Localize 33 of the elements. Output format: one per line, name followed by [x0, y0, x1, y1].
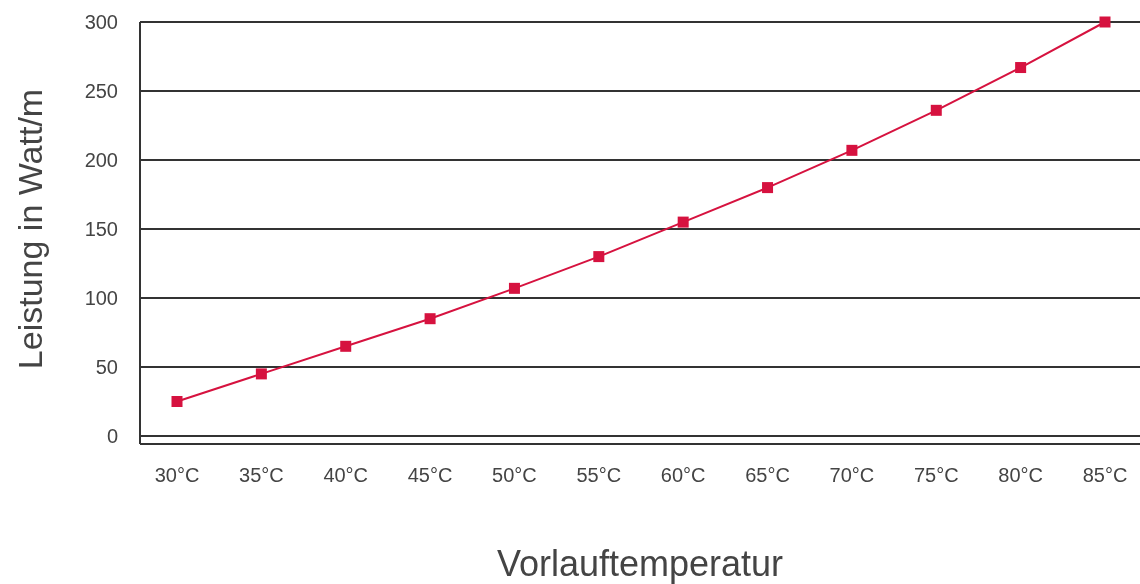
x-tick-label: 85°C	[1082, 464, 1128, 486]
point	[171, 396, 183, 407]
x-tick-label: 50°C	[492, 464, 537, 486]
x-tick-label: 65°C	[745, 464, 790, 486]
x-axis-title: Vorlauftemperatur	[496, 543, 784, 584]
point	[930, 104, 942, 116]
point	[762, 182, 774, 194]
y-tick-label: 50	[95, 356, 118, 378]
y-tick-label: 200	[84, 149, 118, 171]
y-axis-title: Leistung in Watt/m	[11, 88, 49, 370]
point	[846, 144, 858, 156]
y-tick-label: 150	[84, 218, 118, 240]
y-tick-label: 250	[84, 80, 118, 102]
point	[255, 368, 267, 380]
x-tick-label: 55°C	[576, 464, 622, 486]
y-tick-label: 300	[84, 11, 118, 33]
y-tick-label: 0	[106, 425, 118, 447]
point	[424, 313, 436, 325]
x-tick-label: 35°C	[239, 464, 284, 486]
point	[1099, 16, 1111, 28]
x-tick-label: 80°C	[998, 464, 1043, 486]
x-tick-label: 30°C	[154, 464, 200, 486]
point	[1015, 62, 1027, 74]
point	[340, 340, 352, 352]
point	[677, 216, 689, 228]
x-tick-label: 70°C	[829, 464, 875, 486]
point	[508, 282, 520, 294]
y-tick-label: 100	[84, 287, 118, 309]
x-tick-label: 60°C	[660, 464, 706, 486]
x-tick-label: 45°C	[407, 464, 453, 486]
x-tick-label: 40°C	[323, 464, 369, 486]
x-tick-label: 75°C	[913, 464, 959, 486]
point	[593, 251, 605, 263]
